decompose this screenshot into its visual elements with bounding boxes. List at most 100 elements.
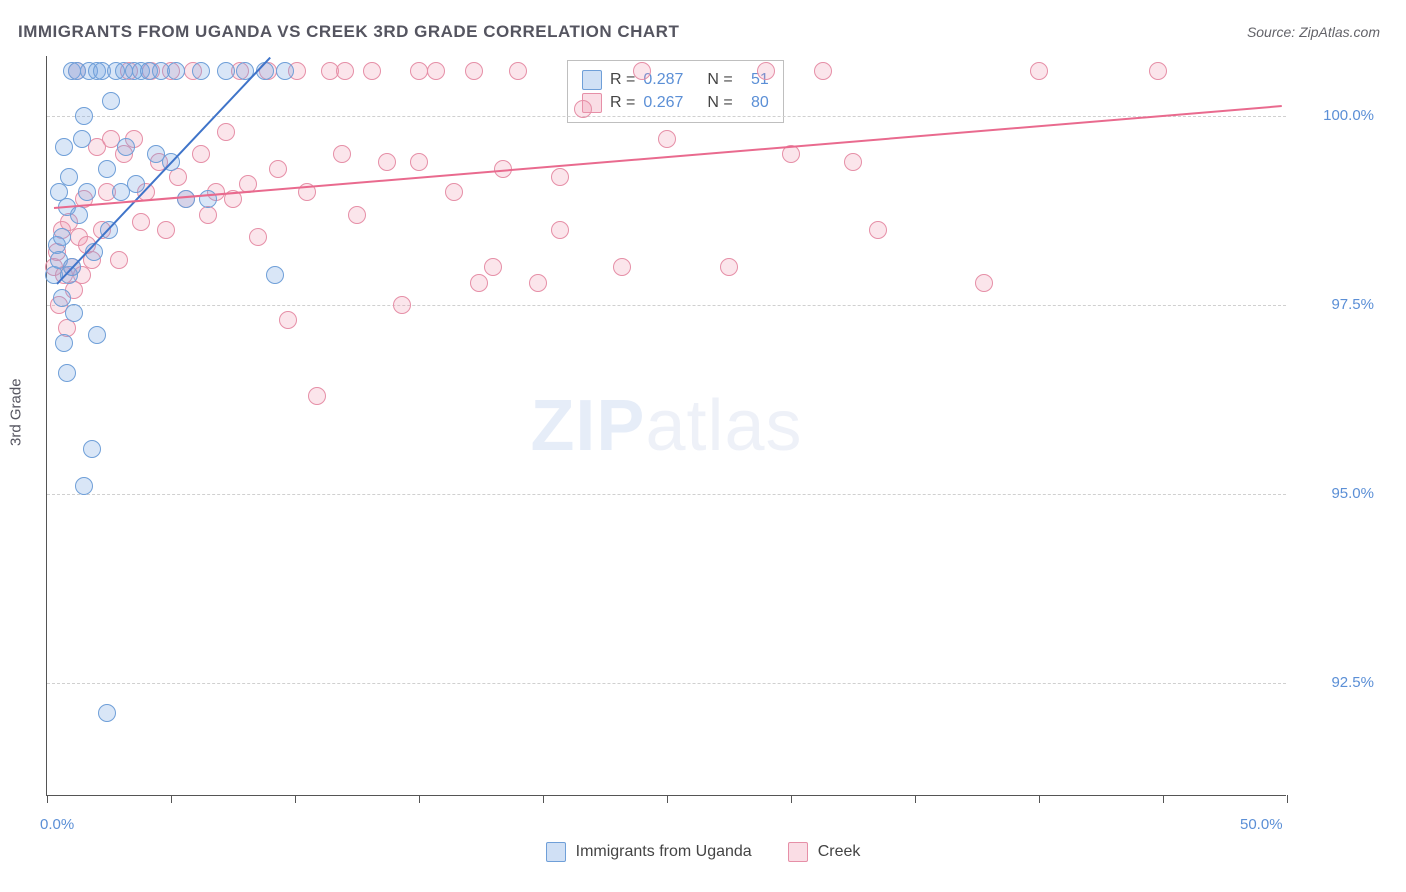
scatter-plot-area: ZIPatlas R =0.287N =51R =0.267N =80 xyxy=(46,56,1286,796)
data-point xyxy=(1030,62,1048,80)
data-point xyxy=(363,62,381,80)
data-point xyxy=(551,168,569,186)
data-point xyxy=(78,183,96,201)
data-point xyxy=(192,62,210,80)
data-point xyxy=(633,62,651,80)
chart-title: IMMIGRANTS FROM UGANDA VS CREEK 3RD GRAD… xyxy=(18,22,679,42)
data-point xyxy=(70,206,88,224)
legend-label: Creek xyxy=(818,843,861,861)
x-tick xyxy=(1039,795,1040,803)
gridline-horizontal xyxy=(47,494,1286,495)
data-point xyxy=(73,130,91,148)
data-point xyxy=(65,304,83,322)
data-point xyxy=(75,107,93,125)
y-tick-label: 92.5% xyxy=(1294,674,1374,691)
series-legend: Immigrants from Uganda Creek xyxy=(0,842,1406,862)
data-point xyxy=(75,477,93,495)
source-attribution: Source: ZipAtlas.com xyxy=(1247,24,1380,40)
data-point xyxy=(217,123,235,141)
data-point xyxy=(53,228,71,246)
data-point xyxy=(529,274,547,292)
data-point xyxy=(55,138,73,156)
data-point xyxy=(249,228,267,246)
n-label: N = xyxy=(707,94,732,112)
y-tick-label: 100.0% xyxy=(1294,107,1374,124)
gridline-horizontal xyxy=(47,683,1286,684)
data-point xyxy=(256,62,274,80)
data-point xyxy=(167,62,185,80)
data-point xyxy=(410,62,428,80)
data-point xyxy=(378,153,396,171)
y-tick-label: 97.5% xyxy=(1294,296,1374,313)
data-point xyxy=(869,221,887,239)
y-tick-label: 95.0% xyxy=(1294,485,1374,502)
data-point xyxy=(60,168,78,186)
r-value: 0.267 xyxy=(643,94,683,112)
series-swatch xyxy=(582,70,602,90)
r-label: R = xyxy=(610,94,635,112)
data-point xyxy=(83,440,101,458)
x-tick xyxy=(47,795,48,803)
data-point xyxy=(814,62,832,80)
data-point xyxy=(393,296,411,314)
x-tick-label: 50.0% xyxy=(1240,816,1283,833)
data-point xyxy=(266,266,284,284)
data-point xyxy=(308,387,326,405)
data-point xyxy=(844,153,862,171)
gridline-horizontal xyxy=(47,116,1286,117)
n-label: N = xyxy=(707,71,732,89)
correlation-stats-box: R =0.287N =51R =0.267N =80 xyxy=(567,60,784,123)
legend-swatch xyxy=(546,842,566,862)
x-tick xyxy=(1287,795,1288,803)
x-tick xyxy=(915,795,916,803)
data-point xyxy=(484,258,502,276)
watermark: ZIPatlas xyxy=(530,385,802,467)
r-label: R = xyxy=(610,71,635,89)
data-point xyxy=(157,221,175,239)
data-point xyxy=(55,334,73,352)
data-point xyxy=(177,190,195,208)
data-point xyxy=(465,62,483,80)
y-axis-label: 3rd Grade xyxy=(8,378,25,446)
legend-swatch xyxy=(788,842,808,862)
x-tick xyxy=(295,795,296,803)
data-point xyxy=(975,274,993,292)
data-point xyxy=(1149,62,1167,80)
legend-item: Immigrants from Uganda xyxy=(546,842,752,862)
stats-row: R = 0.267 N = 80 xyxy=(582,93,769,113)
legend-item: Creek xyxy=(788,842,861,862)
data-point xyxy=(132,213,150,231)
data-point xyxy=(192,145,210,163)
data-point xyxy=(269,160,287,178)
data-point xyxy=(336,62,354,80)
data-point xyxy=(551,221,569,239)
data-point xyxy=(757,62,775,80)
data-point xyxy=(102,92,120,110)
x-tick-label: 0.0% xyxy=(40,816,74,833)
data-point xyxy=(333,145,351,163)
data-point xyxy=(98,160,116,178)
legend-label: Immigrants from Uganda xyxy=(576,843,752,861)
data-point xyxy=(98,704,116,722)
x-tick xyxy=(171,795,172,803)
data-point xyxy=(427,62,445,80)
data-point xyxy=(348,206,366,224)
x-tick xyxy=(791,795,792,803)
data-point xyxy=(613,258,631,276)
x-tick xyxy=(667,795,668,803)
n-value: 80 xyxy=(741,94,769,112)
data-point xyxy=(217,62,235,80)
data-point xyxy=(279,311,297,329)
gridline-horizontal xyxy=(47,305,1286,306)
data-point xyxy=(470,274,488,292)
x-tick xyxy=(543,795,544,803)
data-point xyxy=(88,326,106,344)
trendline xyxy=(56,56,271,284)
data-point xyxy=(117,138,135,156)
data-point xyxy=(276,62,294,80)
data-point xyxy=(574,100,592,118)
x-tick xyxy=(1163,795,1164,803)
data-point xyxy=(110,251,128,269)
data-point xyxy=(720,258,738,276)
data-point xyxy=(53,289,71,307)
